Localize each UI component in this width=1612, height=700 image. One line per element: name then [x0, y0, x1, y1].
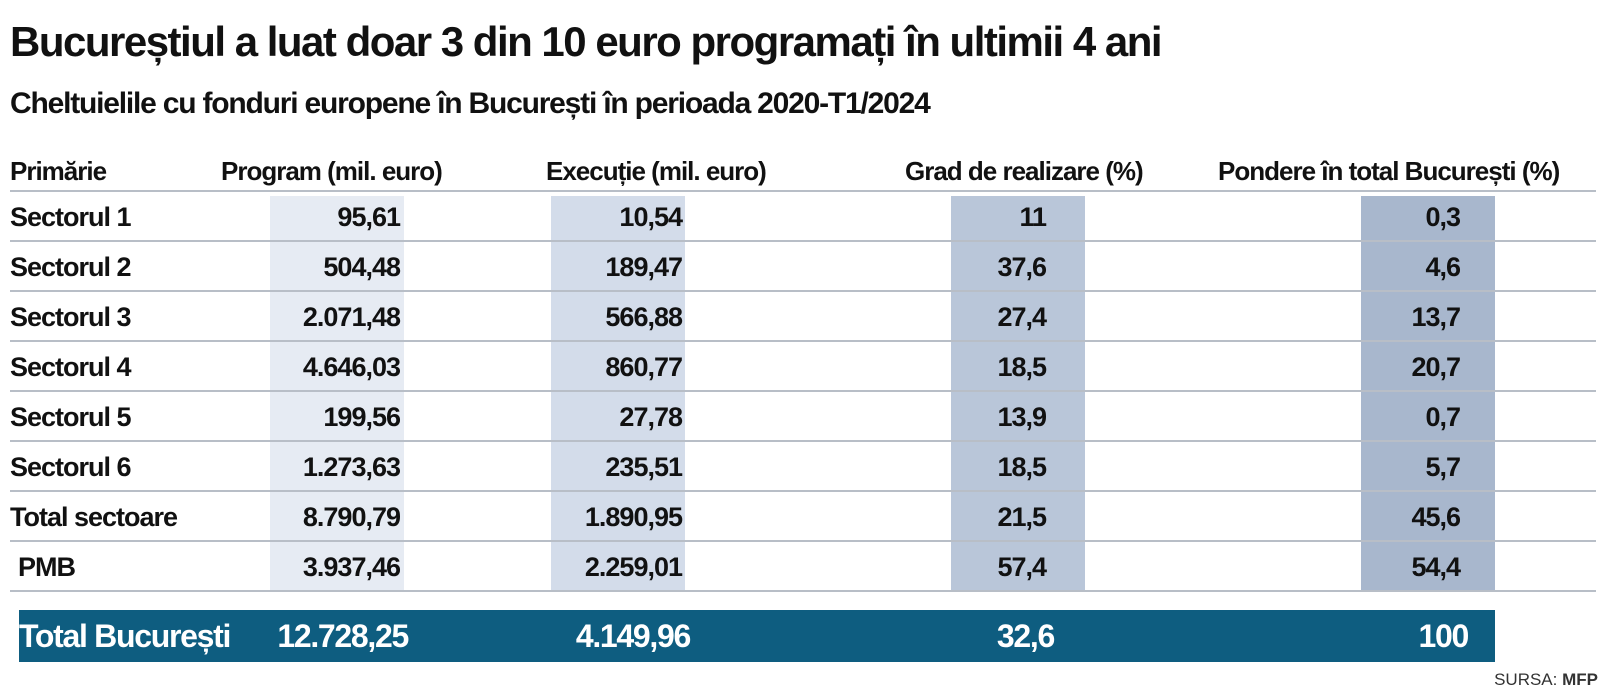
row-pondere: 13,7	[1411, 302, 1461, 332]
table-row: Sectorul 5 199,56 27,78 13,9 0,7	[10, 390, 1596, 442]
page-title: Bucureștiul a luat doar 3 din 10 euro pr…	[10, 18, 1163, 65]
table-divider	[10, 590, 1596, 592]
row-grad: 18,5	[997, 452, 1047, 482]
table-row: Sectorul 4 4.646,03 860,77 18,5 20,7	[10, 340, 1596, 392]
source-note: SURSA: MFP	[1494, 670, 1598, 690]
pondere-column-band	[1361, 196, 1495, 592]
row-name: Sectorul 6	[10, 452, 132, 482]
program-column-band	[270, 196, 404, 592]
table-row: PMB 3.937,46 2.259,01 57,4 54,4	[10, 540, 1596, 592]
row-grad: 11	[1019, 202, 1047, 232]
row-pondere: 0,3	[1425, 202, 1461, 232]
row-program: 8.790,79	[302, 502, 401, 532]
row-executie: 189,47	[605, 252, 683, 282]
table-row: Total sectoare 8.790,79 1.890,95 21,5 45…	[10, 490, 1596, 542]
row-pondere: 20,7	[1411, 352, 1461, 382]
executie-column-band	[551, 196, 685, 592]
row-grad: 27,4	[997, 302, 1047, 332]
total-grad: 32,6	[996, 618, 1055, 654]
total-program: 12.728,25	[277, 618, 409, 654]
total-row: Total București 12.728,25 4.149,96 32,6 …	[19, 610, 1495, 662]
row-program: 95,61	[337, 202, 401, 232]
header-grad: Grad de realizare (%)	[905, 156, 1144, 186]
header-pondere: Pondere în total București (%)	[1218, 156, 1560, 186]
row-executie: 566,88	[605, 302, 683, 332]
row-grad: 37,6	[997, 252, 1047, 282]
row-grad: 21,5	[997, 502, 1047, 532]
row-grad: 57,4	[997, 552, 1047, 582]
table-row: Sectorul 1 95,61 10,54 11 0,3	[10, 190, 1596, 242]
table-row: Sectorul 2 504,48 189,47 37,6 4,6	[10, 240, 1596, 292]
row-name: Sectorul 5	[10, 402, 132, 432]
row-name: Sectorul 2	[10, 252, 132, 282]
header-executie: Execuție (mil. euro)	[546, 156, 767, 186]
row-grad: 13,9	[997, 402, 1047, 432]
grad-column-band	[951, 196, 1085, 592]
total-executie: 4.149,96	[575, 618, 691, 654]
row-grad: 18,5	[997, 352, 1047, 382]
row-pondere: 54,4	[1411, 552, 1461, 582]
table-row: Sectorul 3 2.071,48 566,88 27,4 13,7	[10, 290, 1596, 342]
row-executie: 2.259,01	[584, 552, 683, 582]
row-program: 504,48	[323, 252, 401, 282]
row-pondere: 45,6	[1411, 502, 1461, 532]
row-program: 3.937,46	[302, 552, 401, 582]
row-program: 2.071,48	[302, 302, 401, 332]
row-pondere: 5,7	[1425, 452, 1461, 482]
header-primarie: Primărie	[10, 156, 107, 186]
source-label: SURSA:	[1494, 670, 1558, 689]
row-name: Sectorul 4	[10, 352, 132, 382]
row-pondere: 0,7	[1425, 402, 1461, 432]
row-name: Total sectoare	[10, 502, 178, 532]
row-program: 4.646,03	[302, 352, 401, 382]
row-program: 199,56	[323, 402, 401, 432]
table-row: Sectorul 6 1.273,63 235,51 18,5 5,7	[10, 440, 1596, 492]
row-executie: 27,78	[619, 402, 683, 432]
row-pondere: 4,6	[1425, 252, 1461, 282]
row-executie: 860,77	[605, 352, 683, 382]
row-executie: 235,51	[605, 452, 683, 482]
page-subtitle: Cheltuielile cu fonduri europene în Bucu…	[10, 87, 931, 120]
row-name: PMB	[18, 552, 76, 582]
row-name: Sectorul 1	[10, 202, 132, 232]
total-pondere: 100	[1418, 618, 1470, 654]
row-executie: 1.890,95	[584, 502, 683, 532]
total-name: Total București	[19, 618, 231, 654]
row-name: Sectorul 3	[10, 302, 132, 332]
source-value: MFP	[1562, 670, 1598, 689]
row-program: 1.273,63	[302, 452, 401, 482]
header-program: Program (mil. euro)	[221, 156, 443, 186]
row-executie: 10,54	[619, 202, 683, 232]
